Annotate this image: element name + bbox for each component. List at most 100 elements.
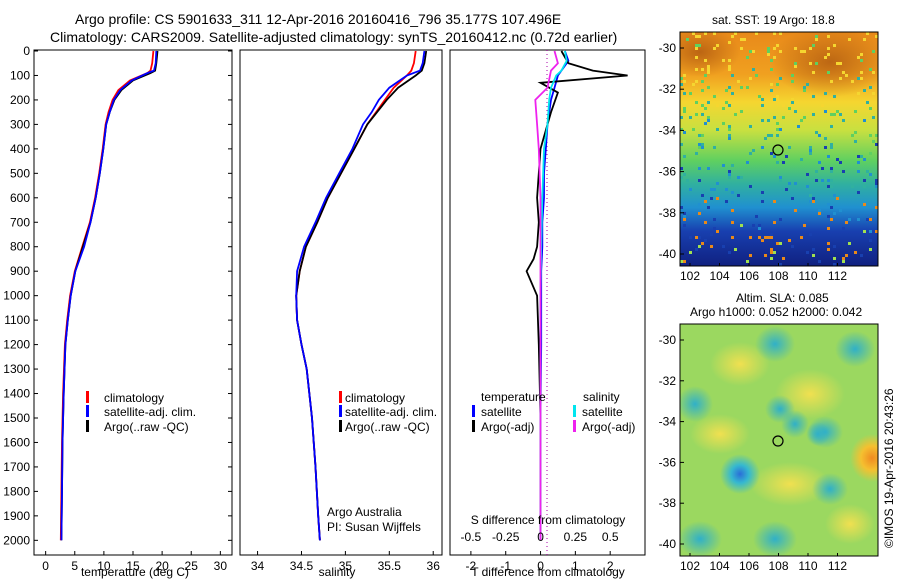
sst-pixel xyxy=(857,218,860,221)
sst-pixel xyxy=(686,38,689,41)
depth-tick-label: 1500 xyxy=(3,411,30,425)
sst-pixel xyxy=(716,230,719,233)
sst-pixel xyxy=(695,113,698,116)
sst-pixel xyxy=(752,149,755,152)
sst-pixel xyxy=(860,155,863,158)
sst-pixel xyxy=(683,215,686,218)
sst-pixel xyxy=(866,32,869,35)
sst-pixel xyxy=(809,149,812,152)
x-tick-label: 35 xyxy=(339,559,353,573)
sst-pixel xyxy=(827,179,830,182)
sst-pixel xyxy=(746,86,749,89)
sst-pixel xyxy=(818,209,821,212)
sst-pixel xyxy=(848,242,851,245)
sst-pixel xyxy=(749,236,752,239)
map-y-tick-label: -32 xyxy=(659,374,677,388)
sst-pixel xyxy=(857,56,860,59)
x-tick-label: 15 xyxy=(126,559,140,573)
x-tick-label: 34 xyxy=(251,559,265,573)
sst-pixel xyxy=(707,68,710,71)
sst-pixel xyxy=(827,53,830,56)
sst-map-image xyxy=(680,32,878,266)
sst-pixel xyxy=(683,173,686,176)
sst-pixel xyxy=(773,32,776,35)
sst-pixel xyxy=(779,179,782,182)
legend-swatch-temp-satellite xyxy=(472,405,475,417)
sst-pixel xyxy=(776,122,779,125)
sst-pixel xyxy=(704,239,707,242)
sst-pixel xyxy=(812,254,815,257)
x-tick-label: 5 xyxy=(71,559,78,573)
map-x-tick-label: 112 xyxy=(828,269,847,283)
sst-pixel xyxy=(767,119,770,122)
sst-pixel xyxy=(689,116,692,119)
sst-pixel xyxy=(857,161,860,164)
sla-map-title-line1: Altim. SLA: 0.085 xyxy=(736,291,829,305)
sst-pixel xyxy=(767,50,770,53)
sst-pixel xyxy=(776,128,779,131)
sst-pixel xyxy=(683,131,686,134)
sst-pixel xyxy=(842,260,845,263)
map-y-tick-label: -34 xyxy=(659,123,677,137)
sst-pixel xyxy=(752,68,755,71)
depth-tick-label: 100 xyxy=(10,68,30,82)
sst-pixel xyxy=(875,179,878,182)
legend-label-satellite: satellite-adj. clim. xyxy=(345,405,437,419)
sst-pixel xyxy=(728,173,731,176)
sst-pixel xyxy=(830,125,833,128)
sst-pixel xyxy=(728,176,731,179)
sst-pixel xyxy=(740,224,743,227)
t-difference-ticks: -2 -1 0 1 2 xyxy=(466,551,614,573)
sst-pixel xyxy=(713,227,716,230)
depth-tick-label: 1800 xyxy=(3,484,30,498)
sst-pixel xyxy=(752,50,755,53)
sst-pixel xyxy=(779,50,782,53)
sst-pixel xyxy=(869,86,872,89)
sst-pixel xyxy=(800,119,803,122)
sst-pixel xyxy=(746,56,749,59)
sst-pixel xyxy=(749,185,752,188)
sst-pixel xyxy=(869,134,872,137)
sst-pixel xyxy=(773,221,776,224)
sst-pixel xyxy=(812,44,815,47)
sla-map: Altim. SLA: 0.085 Argo h1000: 0.052 h200… xyxy=(659,291,879,573)
sst-pixel xyxy=(833,113,836,116)
sst-pixel xyxy=(869,68,872,71)
sst-pixel xyxy=(707,65,710,68)
map-y-tick-label: -32 xyxy=(659,82,677,96)
sst-pixel xyxy=(794,47,797,50)
sst-pixel xyxy=(701,113,704,116)
legend-swatch-argo xyxy=(339,420,342,432)
sst-pixel xyxy=(704,59,707,62)
sst-pixel xyxy=(860,77,863,80)
sst-pixel xyxy=(842,257,845,260)
sst-pixel xyxy=(728,59,731,62)
sst-pixel xyxy=(701,89,704,92)
sst-pixel xyxy=(791,101,794,104)
sst-pixel xyxy=(776,44,779,47)
temperature-x-ticks: 0 5 10 15 20 25 30 xyxy=(42,551,227,573)
sst-pixel xyxy=(698,146,701,149)
sst-pixel xyxy=(824,92,827,95)
s-tick-label: 0 xyxy=(537,530,544,544)
sst-pixel xyxy=(749,77,752,80)
sst-pixel xyxy=(788,182,791,185)
sst-pixel xyxy=(716,104,719,107)
sst-pixel xyxy=(722,245,725,248)
sst-pixel xyxy=(785,188,788,191)
sst-pixel xyxy=(803,50,806,53)
map-x-tick-label: 106 xyxy=(739,269,759,283)
sst-pixel xyxy=(713,95,716,98)
sst-pixel xyxy=(758,236,761,239)
x-tick-label: 20 xyxy=(155,559,169,573)
sst-pixel xyxy=(839,209,842,212)
sst-pixel xyxy=(770,248,773,251)
sst-pixel xyxy=(860,71,863,74)
sst-pixel xyxy=(779,77,782,80)
sst-pixel xyxy=(812,113,815,116)
salinity-annotation-line2: PI: Susan Wijffels xyxy=(327,520,421,534)
sst-pixel xyxy=(695,236,698,239)
salinity-series xyxy=(295,50,428,541)
map-x-tick-label: 108 xyxy=(768,269,788,283)
sst-pixel xyxy=(731,191,734,194)
